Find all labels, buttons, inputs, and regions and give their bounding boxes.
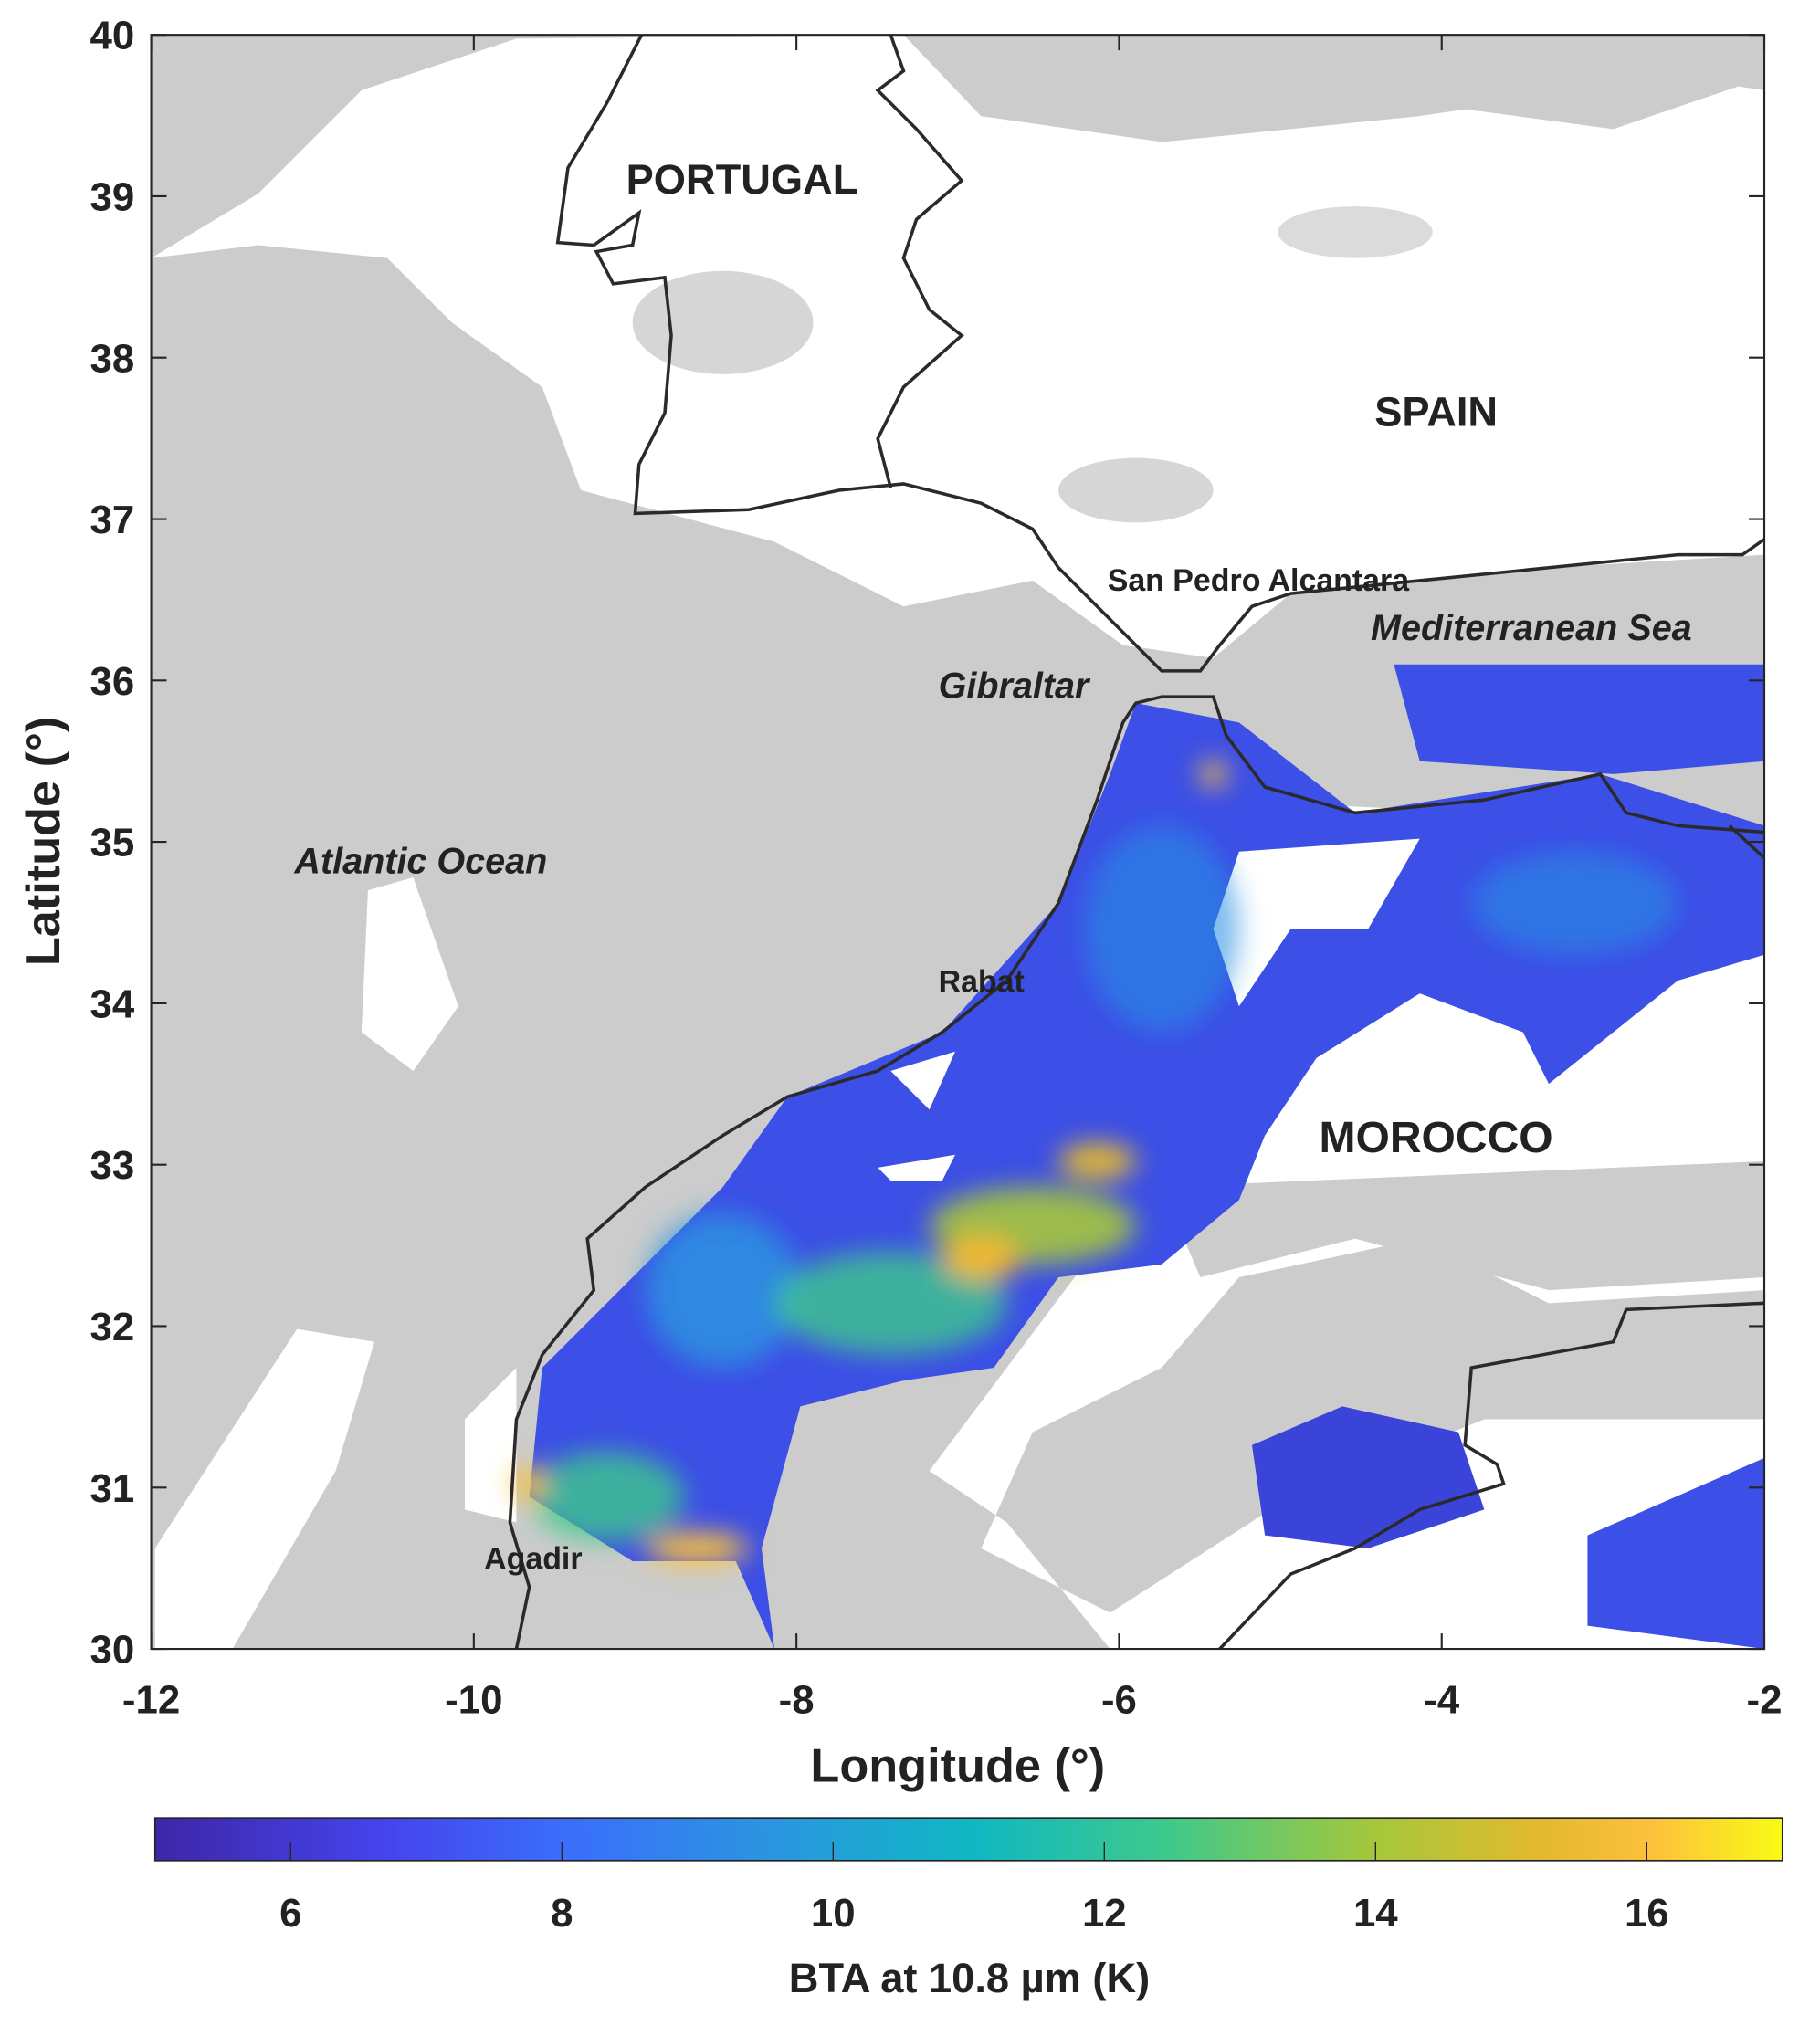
coastline-iberia [555,35,1765,673]
colorbar-tick-label: 8 [551,1891,573,1936]
y-tick-label: 38 [89,336,134,381]
clear-hole [1213,838,1420,1007]
label-spain: SPAIN [1374,388,1498,435]
clear-strip-atlantic [361,876,458,1071]
coastline-africa [508,695,1765,1650]
colorbar-tick-label: 6 [279,1891,301,1936]
y-tick-label: 30 [89,1628,134,1673]
colorbar-tick-label: 10 [811,1891,856,1936]
anomaly-region-south [1251,1406,1485,1548]
map-raster [151,35,1765,1650]
colorbar-tick-label: 14 [1353,1891,1398,1936]
anomaly-region-northeast [1394,664,1765,774]
label-san-pedro: San Pedro Alcantara [1108,563,1411,598]
x-axis-label: Longitude (°) [810,1740,1105,1793]
y-tick-label: 37 [89,498,134,542]
clear-strip-coast [464,1367,517,1523]
clear-hole [878,1154,955,1181]
cloud-patch-spain [632,270,814,374]
colorbar-label: BTA at 10.8 µm (K) [789,1955,1150,2001]
y-tick-label: 32 [89,1305,134,1349]
x-tick-label: -8 [779,1678,815,1723]
x-tick-label: -12 [122,1678,180,1723]
anomaly-region-morocco [529,703,1765,1650]
label-morocco: MOROCCO [1319,1114,1552,1162]
y-tick-label: 34 [89,981,134,1026]
y-tick-label: 35 [89,821,134,866]
label-rabat: Rabat [939,965,1025,1000]
clear-strip-atlantic [154,1328,375,1650]
axis-ticks: -12 -10 -8 -6 -4 -2 30 31 32 33 34 35 36 37 38 39 40 [89,14,1782,1723]
cloud-patch-spain [1278,206,1433,258]
cloud-patch-spain [1058,457,1214,523]
cloud-band-morocco [1162,1160,1765,1291]
x-tick-label: -2 [1747,1678,1783,1723]
anomaly-highs [513,761,1678,1564]
y-tick-label: 33 [89,1143,134,1188]
border-east [1728,824,1765,860]
y-axis-label: Latitude (°) [17,717,70,966]
label-gibraltar: Gibraltar [939,666,1091,707]
y-tick-label: 36 [89,659,134,704]
label-portugal: PORTUGAL [626,156,858,203]
border-portugal-spain [875,35,964,488]
label-mediterranean: Mediterranean Sea [1371,608,1692,648]
border-morocco-algeria [1218,1301,1765,1650]
clear-region-iberia [151,35,1765,658]
colorbar-ticks: 6 8 10 12 14 16 [279,1842,1669,1936]
colorbar-tick-label: 16 [1625,1891,1669,1936]
label-atlantic: Atlantic Ocean [293,842,547,882]
y-tick-label: 31 [89,1466,134,1511]
colorbar-tick-label: 12 [1082,1891,1127,1936]
label-agadir: Agadir [484,1541,582,1576]
anomaly-region-southeast [1587,1457,1765,1650]
y-tick-label: 39 [89,174,134,219]
coastlines [508,35,1765,1650]
x-tick-label: -10 [445,1678,502,1723]
colorbar [153,1817,1783,1862]
y-tick-label: 40 [89,14,134,58]
x-tick-label: -4 [1424,1678,1460,1723]
clear-hole [890,1051,955,1110]
cloud-patch-spain-north [929,35,1765,130]
x-tick-label: -6 [1101,1678,1137,1723]
